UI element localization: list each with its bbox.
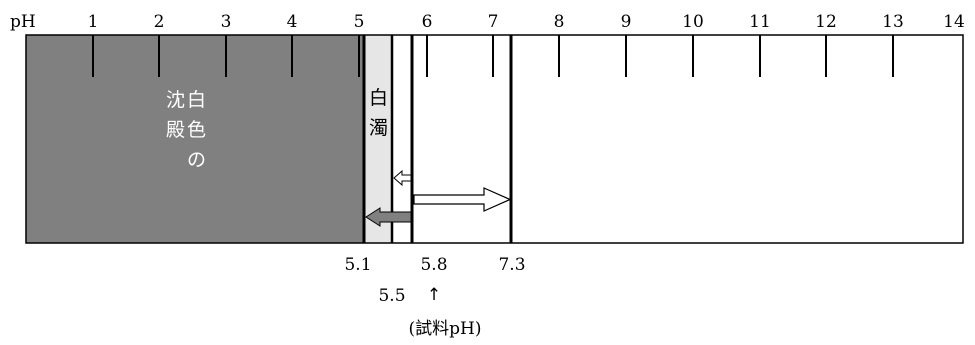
turbidity-label: 白 濁 xyxy=(369,87,388,139)
precipitate-label-line-1: 沈白 xyxy=(166,89,208,111)
tick-marks xyxy=(92,35,894,77)
arrow-left-gray xyxy=(365,207,412,227)
boundary-label-5-1: 5.1 xyxy=(344,255,371,275)
tick-label-5: 5 xyxy=(354,12,365,32)
boundary-label-5-5: 5.5 xyxy=(378,286,405,306)
precipitate-label-line-3: の xyxy=(166,149,208,171)
sample-ph-label: (試料pH) xyxy=(409,319,482,339)
tick-label-6: 6 xyxy=(422,12,433,32)
turbidity-label-line-2: 濁 xyxy=(369,117,388,139)
boundary-label-7-3: 7.3 xyxy=(498,255,525,275)
tick-label-10: 10 xyxy=(682,12,704,32)
ph-axis-label: pH xyxy=(10,12,36,32)
tick-label-1: 1 xyxy=(88,12,99,32)
tick-label-14: 14 xyxy=(943,12,965,32)
boundary-label-5-8: 5.8 xyxy=(420,255,447,275)
tick-label-4: 4 xyxy=(287,12,298,32)
tick-label-3: 3 xyxy=(221,12,232,32)
tick-label-13: 13 xyxy=(882,12,904,32)
precipitate-label-line-2: 殿色 xyxy=(166,119,208,141)
arrow-left-small-white xyxy=(393,169,412,187)
arrow-right-white xyxy=(413,187,512,212)
sample-up-arrow: ↑ xyxy=(427,285,441,305)
tick-label-8: 8 xyxy=(554,12,565,32)
tick-label-12: 12 xyxy=(815,12,837,32)
tick-label-9: 9 xyxy=(621,12,632,32)
precipitate-label: 沈白 殿色 の xyxy=(166,89,208,171)
tick-label-2: 2 xyxy=(154,12,165,32)
tick-label-11: 11 xyxy=(749,12,771,32)
chart-frame xyxy=(25,34,964,244)
turbidity-label-line-1: 白 xyxy=(369,87,388,109)
turbidity-region xyxy=(364,35,392,243)
tick-labels: 1 2 3 4 5 6 7 8 9 10 11 12 13 14 xyxy=(88,12,965,32)
tick-label-7: 7 xyxy=(488,12,499,32)
precipitate-region xyxy=(26,35,364,243)
